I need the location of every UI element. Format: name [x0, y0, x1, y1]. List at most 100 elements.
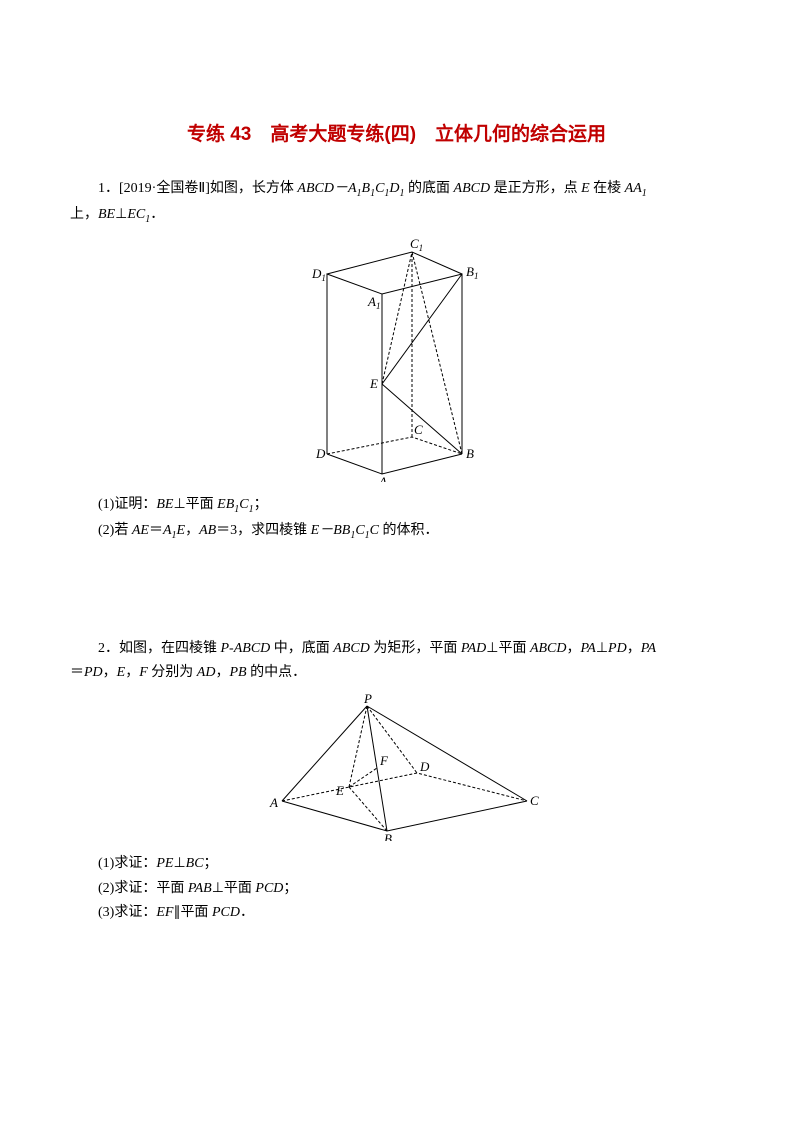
- problem1-line2: 上，BE⊥EC1．: [70, 204, 723, 228]
- p1-abcd-a1b1c1d1: ABCD－A1B1C1D1: [297, 181, 404, 196]
- p2-abcd2: ABCD: [530, 641, 567, 656]
- t: E: [177, 523, 186, 538]
- problem2-q2: (2)求证：平面 PAB⊥平面 PCD；: [70, 878, 723, 900]
- t: ＝3，求四棱锥: [216, 523, 311, 538]
- t: 在棱: [590, 181, 625, 196]
- t: (2)求证：平面: [98, 881, 188, 896]
- t: ．: [150, 207, 164, 222]
- label-C: C: [414, 422, 423, 437]
- label-D: D: [419, 759, 430, 774]
- t: ；: [204, 856, 218, 871]
- p1-AA1: AA1: [625, 181, 647, 196]
- t: EB: [217, 497, 234, 512]
- t: ⊥: [173, 856, 185, 871]
- t: ，: [103, 665, 117, 680]
- t: ∥平面: [173, 905, 212, 920]
- q1-EB1C1: EB1C1: [217, 497, 253, 512]
- t: 分别为: [148, 665, 197, 680]
- t: 上，: [70, 207, 98, 222]
- t: ，: [215, 665, 229, 680]
- t: 是正方形，点: [490, 181, 581, 196]
- t: ⊥: [115, 207, 127, 222]
- t: D: [389, 181, 399, 196]
- t: B: [362, 181, 371, 196]
- q2-AB: AB: [199, 523, 216, 538]
- label-B1: B1: [466, 264, 478, 281]
- problem2-line2: ＝PD，E，F 分别为 AD，PB 的中点．: [70, 662, 723, 684]
- t: 的体积．: [379, 523, 439, 538]
- p2-pa: PA: [581, 641, 596, 656]
- p2-F: F: [139, 665, 148, 680]
- p2-E: E: [117, 665, 126, 680]
- label-C1: C1: [410, 236, 423, 253]
- label-E: E: [369, 376, 378, 391]
- p1-BE: BE: [98, 207, 115, 222]
- t: C: [239, 497, 248, 512]
- p2-pd: PD: [608, 641, 627, 656]
- s: 1: [642, 188, 647, 199]
- t: ，: [125, 665, 139, 680]
- p2-PB: PB: [229, 665, 246, 680]
- t: 的底面: [405, 181, 454, 196]
- problem2-intro: 2．如图，在四棱锥 P-ABCD 中，底面 ABCD 为矩形，平面 PAD⊥平面…: [70, 638, 723, 660]
- p2-AD: AD: [197, 665, 216, 680]
- label-B: B: [466, 446, 474, 461]
- t: AA: [625, 181, 642, 196]
- problem2-q1: (1)求证：PE⊥BC；: [70, 853, 723, 875]
- t: ，: [567, 641, 581, 656]
- t: ⊥: [596, 641, 608, 656]
- problem2-q3: (3)求证：EF∥平面 PCD．: [70, 902, 723, 924]
- label-E: E: [335, 783, 344, 798]
- t: 的中点．: [247, 665, 307, 680]
- t: ，: [627, 641, 641, 656]
- label-D1: D1: [311, 266, 326, 283]
- t: E－BB: [311, 523, 351, 538]
- problem1-q1: (1)证明：BE⊥平面 EB1C1；: [70, 494, 723, 518]
- p1-text: 1．[2019·全国卷Ⅱ]如图，长方体: [98, 181, 297, 196]
- p1-E: E: [581, 181, 590, 196]
- page-title: 专练 43 高考大题专练(四) 立体几何的综合运用: [70, 120, 723, 150]
- label-P: P: [363, 691, 372, 706]
- q2-PCD: PCD: [255, 881, 283, 896]
- t: ⊥平面: [212, 881, 256, 896]
- q2-EBBCC: E－BB1C1C: [311, 523, 379, 538]
- p2-pad: PAD: [461, 641, 486, 656]
- t: ⊥平面: [486, 641, 530, 656]
- t: 中，底面: [270, 641, 333, 656]
- p1-abcd: ABCD: [454, 181, 491, 196]
- pyramid-diagram: P A B C D E F: [252, 691, 542, 841]
- t: C: [370, 523, 379, 538]
- p1-EC1: EC1: [127, 207, 150, 222]
- problem1-q2: (2)若 AE＝A1E，AB＝3，求四棱锥 E－BB1C1C 的体积．: [70, 520, 723, 544]
- cuboid-diagram: D1 C1 B1 A1 D C B A E: [282, 234, 512, 482]
- problem2-figure: P A B C D E F: [70, 691, 723, 849]
- t: C: [355, 523, 364, 538]
- t: ；: [283, 881, 297, 896]
- t: A: [163, 523, 172, 538]
- label-A1: A1: [367, 294, 380, 311]
- q2-AE: AE: [132, 523, 149, 538]
- q1-PE: PE: [156, 856, 173, 871]
- t: ；: [254, 497, 268, 512]
- label-F: F: [379, 753, 389, 768]
- q3-PCD: PCD: [212, 905, 240, 920]
- spacer: [70, 546, 723, 636]
- label-B: B: [384, 831, 392, 841]
- t: ．: [240, 905, 254, 920]
- t: (1)求证：: [98, 856, 156, 871]
- t: (2)若: [98, 523, 132, 538]
- t: 2．如图，在四棱锥: [98, 641, 221, 656]
- t: ，: [185, 523, 199, 538]
- t: ＝: [70, 665, 84, 680]
- p2-pabcd: P-ABCD: [221, 641, 271, 656]
- problem1-intro: 1．[2019·全国卷Ⅱ]如图，长方体 ABCD－A1B1C1D1 的底面 AB…: [70, 178, 723, 202]
- label-D: D: [315, 446, 326, 461]
- problem1-figure: D1 C1 B1 A1 D C B A E: [70, 234, 723, 490]
- p2-pa2: PA: [641, 641, 656, 656]
- q1-BE: BE: [156, 497, 173, 512]
- t: C: [375, 181, 384, 196]
- label-A: A: [378, 474, 387, 482]
- t: (1)证明：: [98, 497, 156, 512]
- t: ⊥平面: [173, 497, 217, 512]
- t: ＝: [149, 523, 163, 538]
